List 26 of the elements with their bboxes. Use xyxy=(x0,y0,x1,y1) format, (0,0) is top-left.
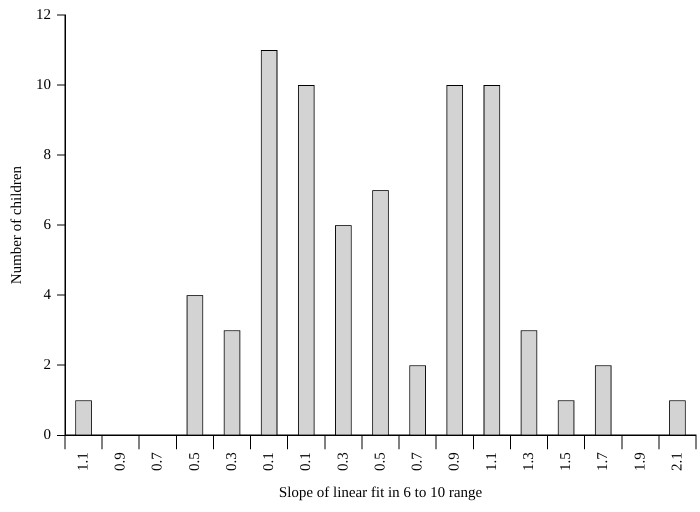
x-tick-label: 0.1 xyxy=(298,452,314,471)
y-tick-label: 4 xyxy=(44,287,52,304)
y-axis-title: Number of children xyxy=(8,165,25,284)
x-tick-label: 0.9 xyxy=(112,452,129,471)
x-tick-label: 0.7 xyxy=(150,452,166,471)
y-tick-label: 8 xyxy=(44,147,51,164)
x-tick-label: 0.7 xyxy=(410,452,426,471)
x-tick-label: 1.3 xyxy=(520,452,537,471)
y-tick-label: 10 xyxy=(36,76,51,93)
x-tick-label: 0.9 xyxy=(446,452,463,471)
y-tick-label: 12 xyxy=(36,6,51,23)
x-axis-title: Slope of linear fit in 6 to 10 range xyxy=(278,484,482,501)
x-tick-label: 0.5 xyxy=(372,452,388,471)
y-tick-label: 0 xyxy=(44,427,51,444)
x-tick-label: 0.5 xyxy=(186,452,203,471)
y-tick-label: 2 xyxy=(44,357,51,374)
y-tick-label: 6 xyxy=(44,217,52,234)
x-tick-label: 1.7 xyxy=(595,452,612,471)
x-tick-label: 0.1 xyxy=(261,452,278,471)
x-tick-label: 0.3 xyxy=(335,452,352,471)
x-tick-label: 1.5 xyxy=(558,452,574,471)
x-tick-label: 1.1 xyxy=(484,452,500,471)
x-tick-label: 2.1 xyxy=(669,452,686,471)
x-tick-label: 1.1 xyxy=(75,452,92,471)
x-tick-label: 1.9 xyxy=(632,452,648,471)
x-tick-label: 0.3 xyxy=(224,452,240,471)
